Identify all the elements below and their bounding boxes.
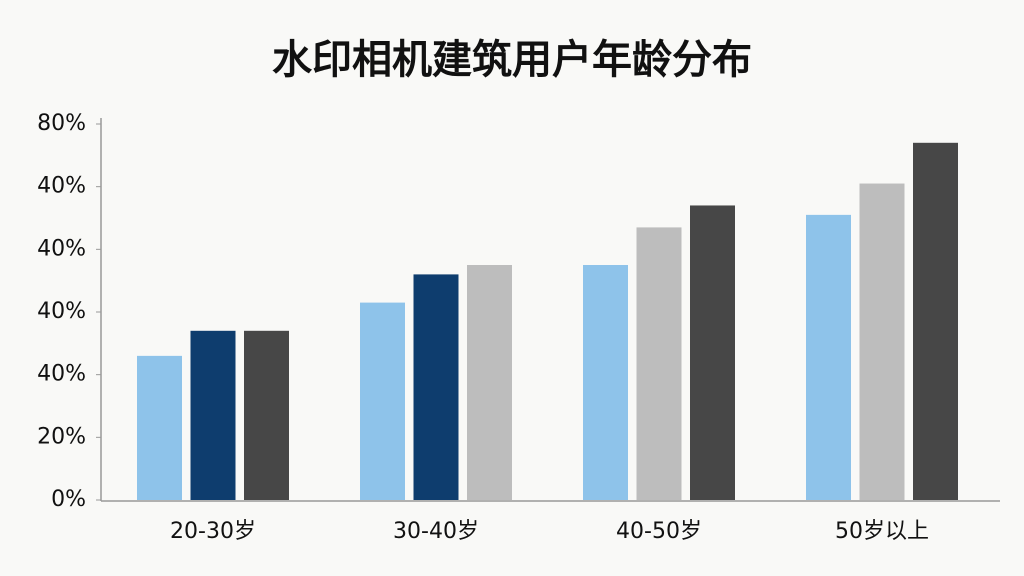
bar [859, 183, 905, 501]
bar [137, 355, 182, 500]
y-tick-label: 20% [37, 424, 86, 449]
y-tick-label: 0% [51, 487, 86, 512]
y-tick-label: 40% [37, 362, 86, 387]
y-tick-label: 40% [37, 299, 86, 324]
bar [413, 274, 459, 500]
bar [244, 330, 289, 500]
x-tick-label: 50岁以上 [835, 519, 929, 544]
x-tick-label: 40-50岁 [616, 519, 702, 544]
bar [806, 214, 851, 500]
y-tick-label: 80% [37, 111, 86, 136]
x-tick-label: 20-30岁 [170, 519, 256, 544]
y-tick-label: 40% [37, 174, 86, 199]
y-tick-label: 40% [37, 236, 86, 261]
bar [636, 227, 682, 500]
bar [913, 142, 958, 501]
chart-title: 水印相机建筑用户年龄分布 [272, 37, 752, 83]
bar [360, 302, 405, 500]
bar [467, 265, 512, 500]
bar [690, 205, 735, 500]
x-tick-label: 30-40岁 [393, 519, 479, 544]
bar [583, 265, 628, 500]
bar [190, 330, 236, 500]
